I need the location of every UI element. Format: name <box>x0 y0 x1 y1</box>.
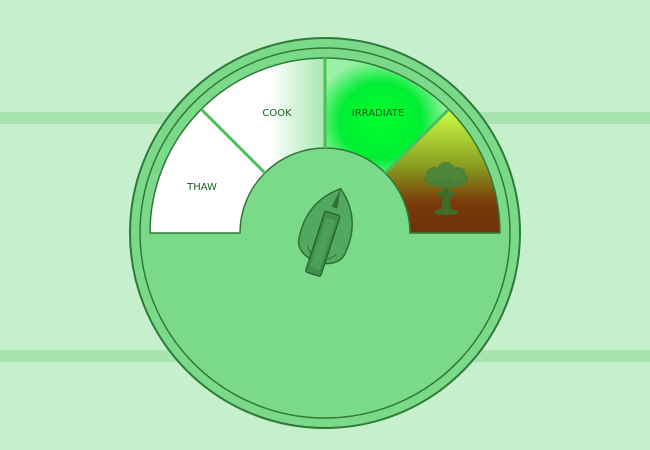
divider-thaw-cook <box>200 108 266 174</box>
setting-thaw-label: THAW <box>186 182 217 193</box>
mushroom-cloud-icon <box>424 162 468 215</box>
setting-irradiate-label: IRRADIATE <box>352 108 404 119</box>
dial-knob-icon[interactable] <box>289 181 364 282</box>
dial-arc-outline <box>149 57 501 234</box>
setting-cook-label: COOK <box>262 108 292 119</box>
setting-thaw-segment[interactable] <box>150 109 265 233</box>
divider-irradiate-danger <box>384 108 450 174</box>
dial-inner-ring <box>139 47 511 419</box>
setting-irradiate-segment[interactable] <box>325 58 449 173</box>
setting-cook-segment[interactable] <box>201 58 325 173</box>
